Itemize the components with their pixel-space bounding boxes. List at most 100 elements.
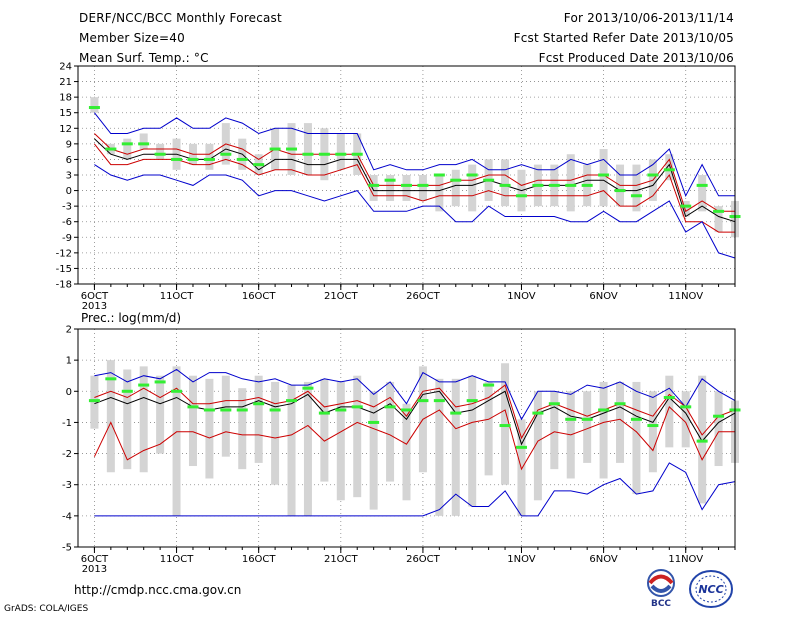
panel2-obs-marker <box>713 414 725 418</box>
panel2-range-box <box>172 366 181 516</box>
panel1-range-box <box>418 175 427 201</box>
bcc-logo: BCC <box>647 569 675 608</box>
panel1-obs-marker <box>680 204 692 208</box>
panel1-xtick-label: 11NOV <box>668 291 703 302</box>
panel1-line-max <box>94 112 735 198</box>
panel1-obs-marker <box>581 183 593 187</box>
panel2-obs-marker <box>318 411 330 415</box>
panel2-obs-marker <box>417 399 429 403</box>
panel1-obs-marker <box>401 183 412 187</box>
panel2-obs-marker <box>187 405 199 409</box>
panel2-obs-marker <box>220 408 232 412</box>
panel1-obs-marker <box>138 142 150 146</box>
panel2-range-box <box>188 375 197 467</box>
panel1-range-box <box>205 143 214 170</box>
panel1-obs-marker <box>696 183 708 187</box>
panel1-range-box <box>156 143 165 160</box>
panel2-range-box <box>468 375 477 507</box>
panel2-range-box <box>714 391 723 467</box>
member-size: Member Size=40 <box>79 31 185 45</box>
panel1-obs-marker <box>565 183 577 187</box>
panel1-line-min <box>94 164 736 259</box>
panel1-obs-marker <box>630 194 642 198</box>
panel2-range-box <box>369 391 378 510</box>
panel2-xtick-label: 11NOV <box>668 554 703 565</box>
panel1-range-box <box>386 175 395 201</box>
header-right: For 2013/10/06-2013/11/14 Fcst Started R… <box>514 11 734 71</box>
ncc-logo-text: NCC <box>698 583 723 596</box>
panel1-obs-marker <box>532 183 544 187</box>
panel1-obs-marker <box>154 152 166 156</box>
panel1-ytick-label: 12 <box>59 124 72 135</box>
panel2-line-mean <box>94 390 736 446</box>
panel2-obs-marker <box>614 402 626 406</box>
panel2-ytick-label: -2 <box>62 449 72 460</box>
panel1-obs-marker <box>515 194 527 198</box>
panel1-ytick-label: 0 <box>66 186 72 197</box>
panel1-ytick-label: -18 <box>56 280 72 291</box>
panel1-range-box <box>681 200 690 217</box>
panel1-obs-marker <box>713 209 725 213</box>
panel1-obs-marker <box>368 183 380 187</box>
panel1-obs-marker <box>483 178 495 182</box>
panel2-xtick-label: 16OCT <box>242 554 277 565</box>
panel2-range-box <box>484 381 493 476</box>
panel2-range-box <box>533 391 542 501</box>
panel2-range-box <box>303 381 312 516</box>
panel1-obs-marker <box>433 173 445 177</box>
panel1-range-box <box>90 97 99 113</box>
panel1-ytick-label: 6 <box>66 155 72 166</box>
panel2-range-box <box>287 385 296 516</box>
panel2-obs-marker <box>88 399 100 403</box>
panel2-range-box <box>254 375 263 463</box>
panel1-xtick-label: 6OCT <box>81 291 109 302</box>
panel1-obs-marker <box>253 163 265 167</box>
grads-credit: GrADS: COLA/IGES <box>4 604 89 614</box>
panel1-range-box <box>435 175 444 212</box>
panel1-range-box <box>632 164 641 212</box>
panel1-obs-marker <box>187 157 199 161</box>
panel2-obs-marker <box>384 405 396 409</box>
panel2-range-box <box>501 363 510 485</box>
panel1-xtick-label: 26OCT <box>406 291 441 302</box>
panel2-obs-marker <box>630 417 642 421</box>
panel1-xtick-label: 11OCT <box>160 291 195 302</box>
source-url[interactable]: http://cmdp.ncc.cma.gov.cn <box>74 583 242 597</box>
panel1-ytick-label: 24 <box>59 62 72 73</box>
ncc-logo: NCC <box>689 570 733 608</box>
panel2-obs-marker <box>581 417 593 421</box>
panel2-xtick-label: 6OCT <box>81 554 109 565</box>
panel2-obs-marker <box>532 411 544 415</box>
panel2-xtick-label: 1NOV <box>507 554 536 565</box>
panel2-range-box <box>336 381 345 501</box>
panel2-obs-marker <box>433 399 445 403</box>
panel2-range-box <box>90 375 99 429</box>
panel2-obs-marker <box>335 408 347 412</box>
panel2-range-box <box>221 375 230 457</box>
bcc-logo-text: BCC <box>651 599 671 608</box>
panel1-obs-marker <box>384 178 396 182</box>
panel2-obs-marker <box>565 417 577 421</box>
panel1-obs-marker <box>450 178 462 182</box>
panel2-obs-marker <box>269 408 281 412</box>
panel2-line-p25 <box>93 406 735 471</box>
panel1-xtick-label: 16OCT <box>242 291 277 302</box>
panel1-obs-marker <box>614 189 626 193</box>
panel2-range-box <box>386 381 395 482</box>
panel1-line-p75 <box>94 133 735 213</box>
panel2-range-box <box>435 378 444 516</box>
panel1-ytick-label: 15 <box>59 108 72 119</box>
panel2-range-box <box>583 391 592 463</box>
panel2-range-box <box>353 375 362 498</box>
panel2-obs-marker <box>515 445 527 449</box>
panel1-obs-marker <box>647 173 659 177</box>
panel2-ytick-label: 0 <box>66 387 72 398</box>
panel1-obs-marker <box>121 142 133 146</box>
panel2-range-box <box>451 378 460 516</box>
panel1-obs-marker <box>318 152 330 156</box>
panel2-range-box <box>271 381 280 485</box>
panel2-obs-marker <box>368 420 380 424</box>
panel2-range-box <box>320 378 329 482</box>
panel1-ytick-label: -15 <box>56 264 72 275</box>
